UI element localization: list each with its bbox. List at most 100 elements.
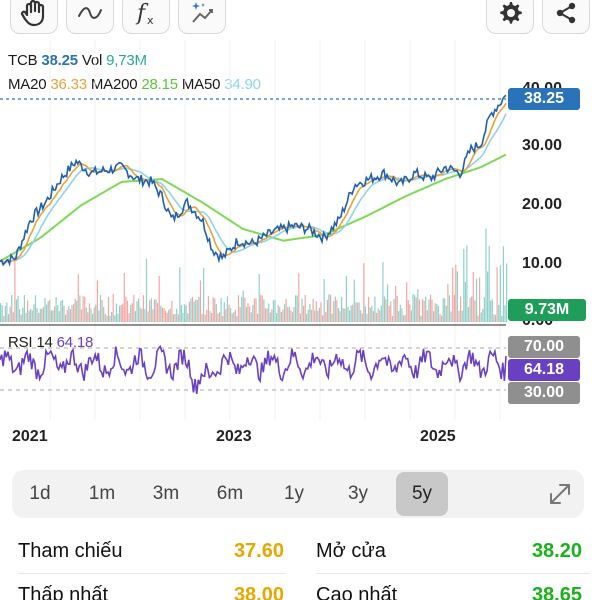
volume-bar <box>399 304 401 322</box>
high-value: 38.65 <box>531 584 582 600</box>
settings-icon <box>500 2 522 24</box>
volume-bar <box>103 307 105 322</box>
volume-bar <box>44 298 46 322</box>
volume-histogram <box>0 228 508 322</box>
volume-bar <box>499 265 501 322</box>
settings-button[interactable] <box>486 0 534 34</box>
volume-bar <box>488 246 490 322</box>
volume-bar <box>69 309 71 322</box>
volume-bar <box>483 297 485 322</box>
volume-bar <box>393 299 395 322</box>
range-1d[interactable]: 1d <box>29 483 51 504</box>
volume-bar <box>253 298 255 322</box>
volume-bar <box>41 308 43 322</box>
volume-bar <box>310 309 313 322</box>
volume-bar <box>182 312 184 322</box>
stats-divider <box>316 573 590 574</box>
volume-bar <box>285 298 287 322</box>
volume-bar <box>52 310 54 322</box>
volume-bar <box>27 300 29 322</box>
volume-bar <box>226 296 228 322</box>
volume-bar <box>406 282 408 322</box>
volume-bar <box>257 313 259 322</box>
volume-bar <box>441 315 443 322</box>
year-label-2023: 2023 <box>216 428 252 445</box>
volume-bar <box>467 307 470 322</box>
freehand-tool-button[interactable] <box>66 0 114 34</box>
range-6m[interactable]: 6m <box>216 483 244 504</box>
volume-bar <box>42 306 44 322</box>
share-icon <box>556 2 576 24</box>
volume-bar <box>382 262 384 322</box>
volume-bar <box>290 310 292 322</box>
volume-bar <box>115 303 117 322</box>
volume-bar <box>283 304 286 322</box>
hand-tool-button[interactable] <box>10 0 58 34</box>
share-button[interactable] <box>542 0 590 34</box>
volume-bar <box>65 314 67 322</box>
volume-bar <box>25 312 27 322</box>
volume-bar <box>469 297 471 322</box>
volume-bar <box>366 313 368 322</box>
price-chart[interactable] <box>0 40 600 420</box>
volume-bar <box>474 300 476 322</box>
rsi-legend: RSI 14 64.18 <box>8 334 93 351</box>
range-3y[interactable]: 3y <box>347 483 369 504</box>
volume-bar <box>144 309 146 322</box>
volume-bar <box>282 309 284 322</box>
volume-bar <box>263 299 265 322</box>
volume-bar <box>160 305 162 322</box>
volume-bar <box>112 294 114 322</box>
volume-bar <box>341 296 343 322</box>
volume-bar <box>90 308 92 322</box>
volume-bar <box>369 307 371 322</box>
ma200-value: 28.15 <box>141 76 178 93</box>
ma20-line <box>0 102 507 264</box>
volume-bar <box>496 267 498 322</box>
volume-bar <box>477 315 479 322</box>
range-3m[interactable]: 3m <box>152 483 180 504</box>
volume-bar <box>252 304 254 322</box>
volume-bar <box>101 300 103 322</box>
volume-bar <box>390 301 392 322</box>
volume-bar <box>236 315 238 322</box>
volume-bar <box>439 314 441 322</box>
volume-bar <box>150 298 152 322</box>
range-1m[interactable]: 1m <box>88 483 116 504</box>
volume-bar <box>190 298 192 322</box>
volume-bar <box>383 296 386 322</box>
volume-bar <box>437 305 439 322</box>
volume-bar <box>147 311 149 322</box>
volume-bar <box>325 312 327 322</box>
volume-bar <box>199 280 202 322</box>
stats-divider <box>18 573 286 574</box>
volume-bar <box>401 308 403 322</box>
volume-bar <box>314 310 316 322</box>
function-tool-button[interactable]: f x <box>122 0 170 34</box>
volume-bar <box>230 308 232 322</box>
volume-bar <box>233 312 235 322</box>
function-icon: f x <box>135 1 154 27</box>
svg-text:x: x <box>147 14 154 27</box>
volume-bar <box>142 295 144 322</box>
volume-bar <box>231 313 233 322</box>
range-1y[interactable]: 1y <box>283 483 305 504</box>
expand-icon[interactable] <box>546 480 574 508</box>
volume-bar <box>214 298 216 322</box>
volume-bar <box>68 306 70 322</box>
volume-bar <box>138 298 140 322</box>
smart-indicator-button[interactable] <box>178 0 226 34</box>
volume-bar <box>218 312 221 322</box>
volume-bar <box>206 309 208 322</box>
volume-bar <box>296 295 298 322</box>
volume-bar <box>258 274 260 322</box>
volume-bar <box>247 303 249 322</box>
range-5y[interactable]: 5y <box>396 472 448 516</box>
volume-bar <box>119 305 121 322</box>
volume-bar <box>187 313 189 322</box>
volume-bar <box>133 294 135 322</box>
volume-bar <box>188 301 190 322</box>
volume-bar <box>79 295 81 322</box>
price-legend: TCB 38.25 Vol 9,73M <box>8 52 147 69</box>
magic-indicator-icon <box>192 2 213 23</box>
